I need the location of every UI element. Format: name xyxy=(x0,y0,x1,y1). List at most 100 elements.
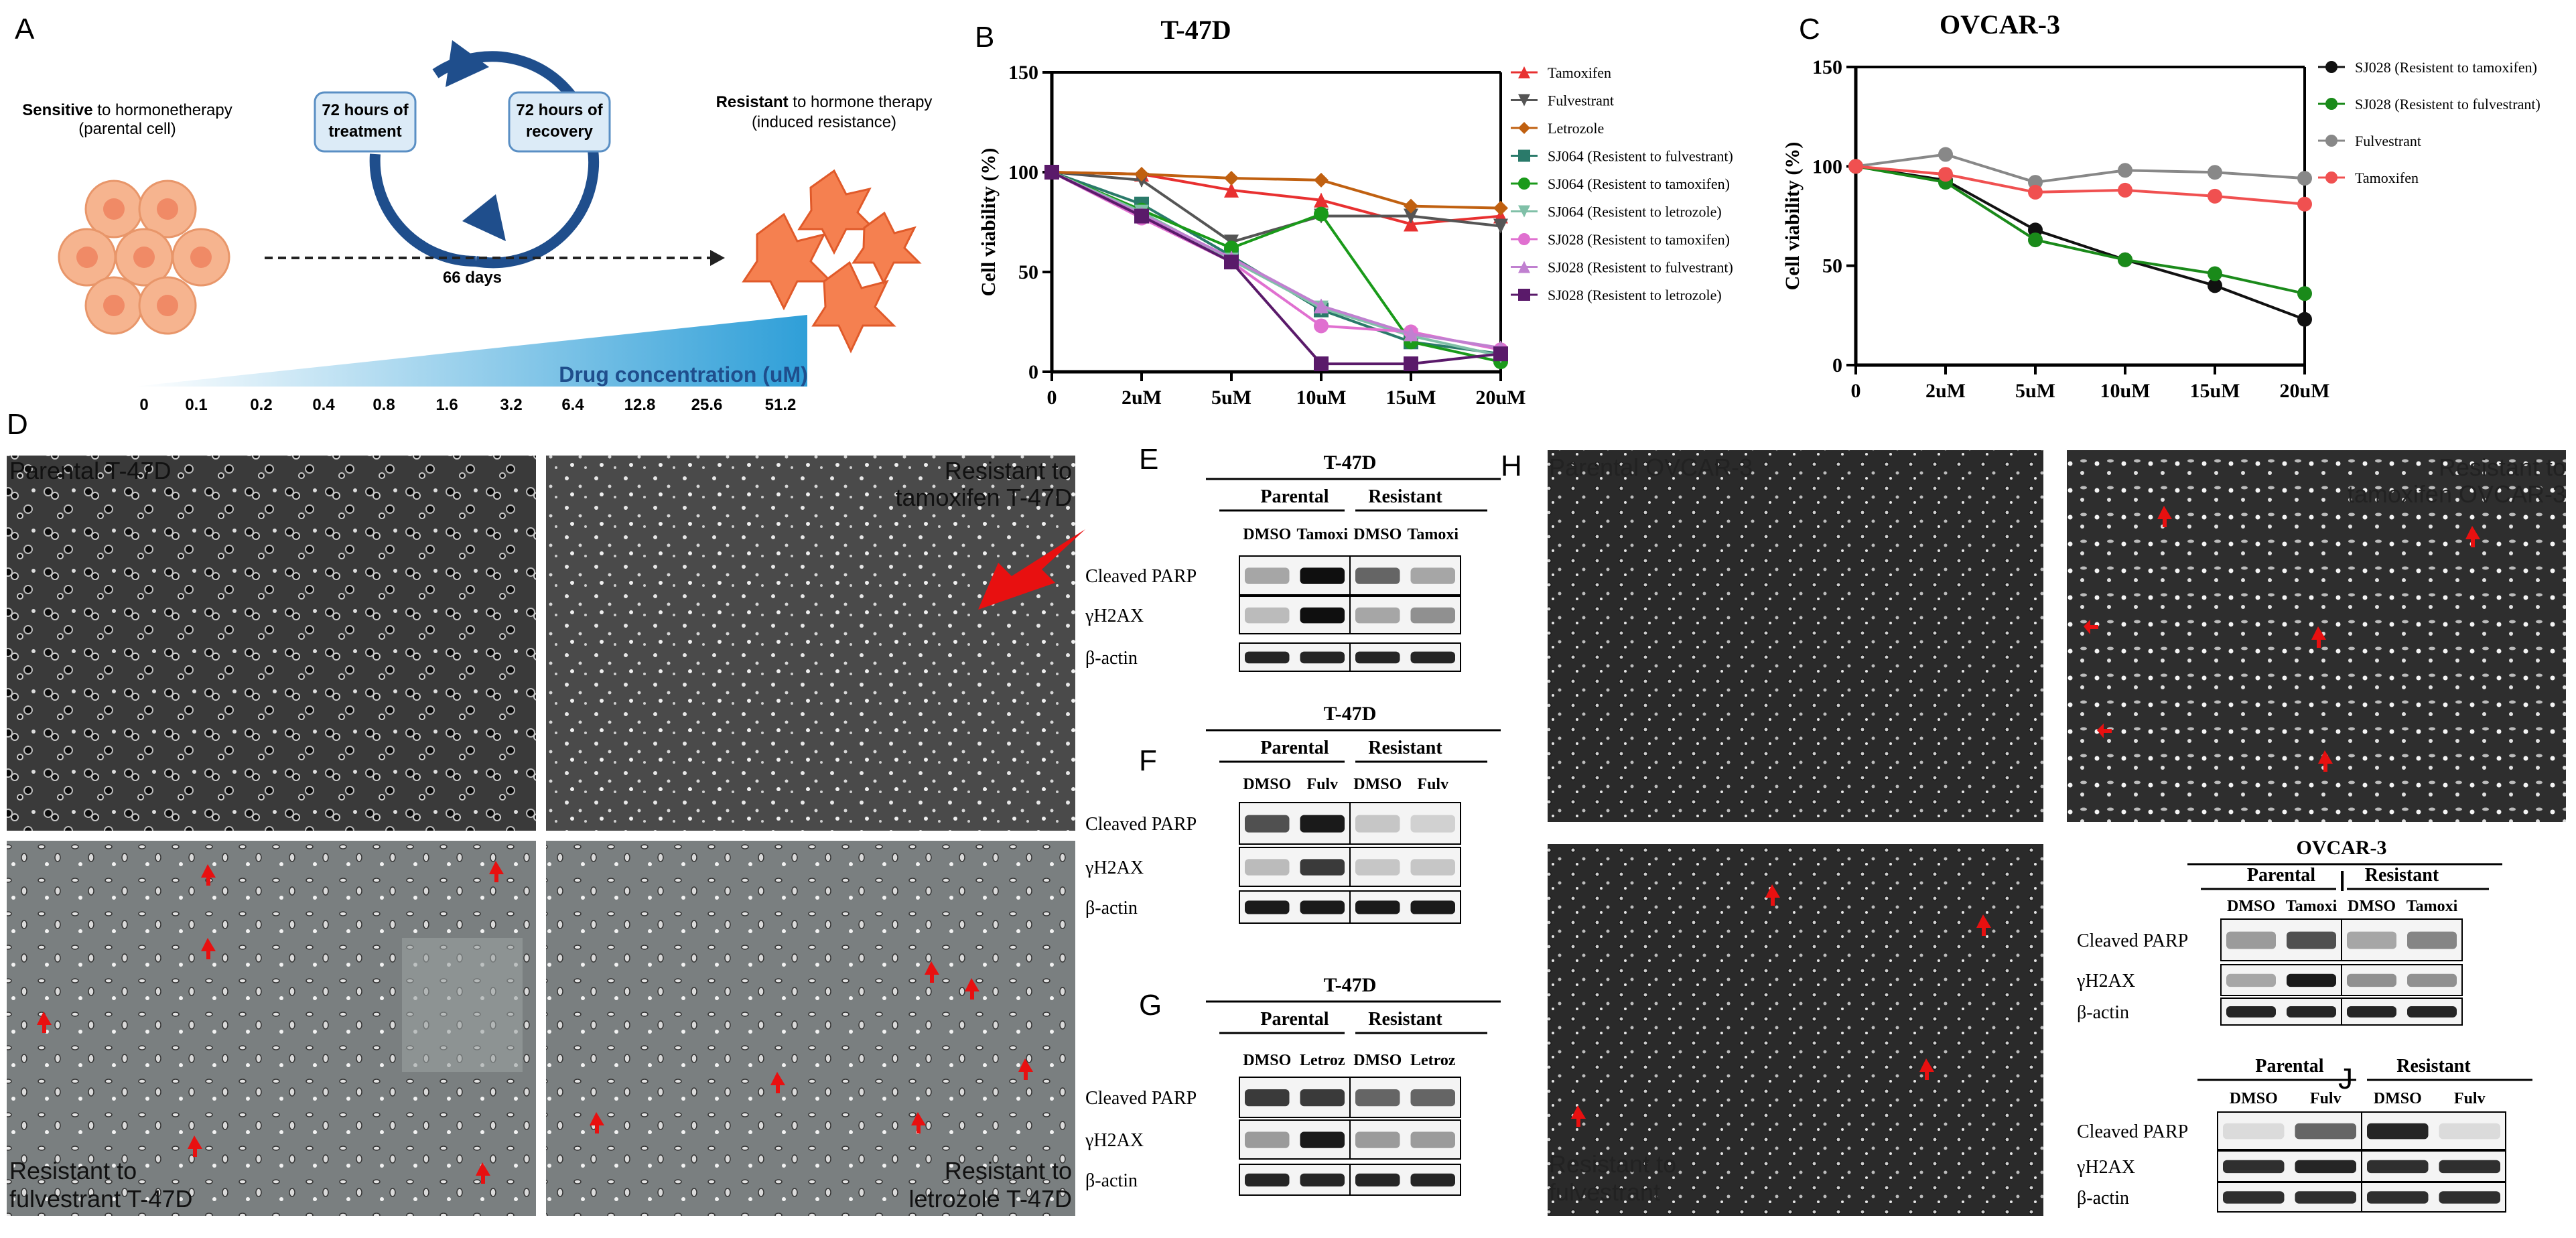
concentration-tick: 12.8 xyxy=(624,396,656,414)
micrograph-letrozole-t47d xyxy=(546,841,1075,1216)
data-point xyxy=(1518,122,1530,134)
lane-label: Tamoxi xyxy=(1408,526,1459,543)
sensitive-label: Sensitive to hormonetherapy xyxy=(22,101,232,119)
x-tick-label: 5uM xyxy=(1211,387,1251,409)
data-point xyxy=(1314,318,1329,334)
blot-title: T-47D xyxy=(1324,703,1377,725)
cycle-arrowhead-top-icon xyxy=(446,40,489,87)
lane-label: DMSO xyxy=(2374,1090,2422,1107)
data-point xyxy=(2297,171,2312,186)
lane-label: Tamoxi xyxy=(2286,898,2337,915)
row-label: γH2AX xyxy=(2076,1157,2135,1178)
blot-band xyxy=(2439,1123,2500,1140)
lane-label: DMSO xyxy=(1243,1052,1291,1069)
concentration-tick: 0.1 xyxy=(185,396,207,414)
chart-ovcar3: OVCAR-3 Cell viability (%) 0 50 100 150 0 2uM 5u… xyxy=(1781,9,2540,402)
data-point xyxy=(1314,206,1329,222)
concentration-tick: 1.6 xyxy=(435,396,458,414)
chart-title: OVCAR-3 xyxy=(1940,9,2060,40)
concentration-tick: 6.4 xyxy=(561,396,584,414)
lane-label: Fulv xyxy=(1417,776,1448,793)
y-tick-label: 50 xyxy=(1018,261,1038,283)
resistant-sublabel: (induced resistance) xyxy=(752,113,896,131)
data-point xyxy=(1848,159,1863,174)
series-line xyxy=(1855,165,2305,295)
drug-wedge xyxy=(134,315,807,387)
blot-band xyxy=(2295,1160,2356,1174)
blot-band xyxy=(2367,1160,2429,1174)
x-tick-label: 20uM xyxy=(2280,380,2330,402)
y-axis-label: Cell viability (%) xyxy=(977,148,1000,297)
blot-title: OVCAR-3 xyxy=(2297,837,2387,859)
blot-band xyxy=(1355,1173,1400,1187)
data-point xyxy=(2325,171,2337,184)
row-label: γH2AX xyxy=(2076,971,2135,991)
lane-label: DMSO xyxy=(2230,1090,2278,1107)
data-point xyxy=(1938,167,1953,182)
legend-entry: Fulvestrant xyxy=(1548,92,1614,109)
group-label-resistant: Resistant xyxy=(2396,1056,2471,1077)
blot-band xyxy=(1410,1173,1455,1187)
sensitive-cells-icon xyxy=(58,180,230,335)
data-point xyxy=(1518,289,1530,301)
x-tick-label: 10uM xyxy=(2100,380,2151,402)
blot-band xyxy=(2439,1191,2500,1204)
x-tick-label: 15uM xyxy=(2190,380,2240,402)
x-tick-label: 5uM xyxy=(2015,380,2055,402)
cycle-arrowhead-bottom-icon xyxy=(462,194,506,241)
row-label: β-actin xyxy=(1085,1170,1138,1191)
recovery-line1: 72 hours of xyxy=(516,101,603,119)
micrograph-label-parental-ovcar3: Parental OVCAR-3 xyxy=(1549,454,1753,481)
micrograph-label-tamoxifen-1: Resistant to xyxy=(945,457,1072,484)
x-tick-label: 0 xyxy=(1851,380,1861,402)
data-point xyxy=(2028,232,2043,248)
series-2 xyxy=(1044,165,1508,216)
y-tick-label: 0 xyxy=(1832,354,1842,376)
concentration-tick: 0 xyxy=(139,396,148,414)
data-point xyxy=(2297,286,2312,301)
blot-band xyxy=(2295,1123,2356,1140)
data-point xyxy=(1938,147,1953,162)
blot-band xyxy=(1300,1173,1345,1187)
blot-band xyxy=(2439,1160,2500,1174)
series-line xyxy=(1855,153,2305,184)
lane-label: Fulv xyxy=(2454,1090,2486,1107)
blot-band xyxy=(1245,607,1290,624)
blot-band xyxy=(1410,815,1455,833)
series-1 xyxy=(1848,159,2312,301)
blot-band xyxy=(1245,567,1290,584)
series-line xyxy=(1051,171,1501,244)
lane-label: DMSO xyxy=(2227,898,2275,915)
lane-label: Tamoxi xyxy=(2406,898,2458,915)
data-point xyxy=(1493,346,1508,362)
data-point xyxy=(1224,255,1239,270)
concentration-tick: 0.2 xyxy=(250,396,272,414)
treatment-line1: 72 hours of xyxy=(322,101,409,119)
blot-band xyxy=(1410,1131,1455,1148)
blot-band xyxy=(1355,1131,1400,1148)
legend-entry: SJ028 (Resistent to fulvestrant) xyxy=(2355,96,2540,113)
blot-band xyxy=(2347,973,2396,987)
lane-label: Fulv xyxy=(2310,1090,2342,1107)
data-point xyxy=(1134,166,1149,182)
red-arrows-fulvestrant xyxy=(37,861,504,1184)
blot-band xyxy=(1355,815,1400,833)
row-label: β-actin xyxy=(1085,898,1138,918)
series-line xyxy=(1855,165,2305,321)
blot-band xyxy=(1245,651,1290,664)
blot-band xyxy=(1300,1089,1345,1107)
x-tick-label: 2uM xyxy=(1122,387,1162,409)
blot-band xyxy=(1355,1089,1400,1107)
lane-label: DMSO xyxy=(1353,776,1402,793)
progress-arrowhead-icon xyxy=(710,250,725,266)
data-point xyxy=(2208,188,2222,204)
lane-label: DMSO xyxy=(1243,526,1291,543)
series-2 xyxy=(1848,147,2312,190)
data-point xyxy=(1224,240,1239,256)
row-label: β-actin xyxy=(1085,648,1138,669)
blot-band xyxy=(1355,607,1400,624)
y-tick-label: 50 xyxy=(1822,255,1842,277)
blot-band xyxy=(1355,900,1400,914)
blot-band xyxy=(1300,567,1345,584)
